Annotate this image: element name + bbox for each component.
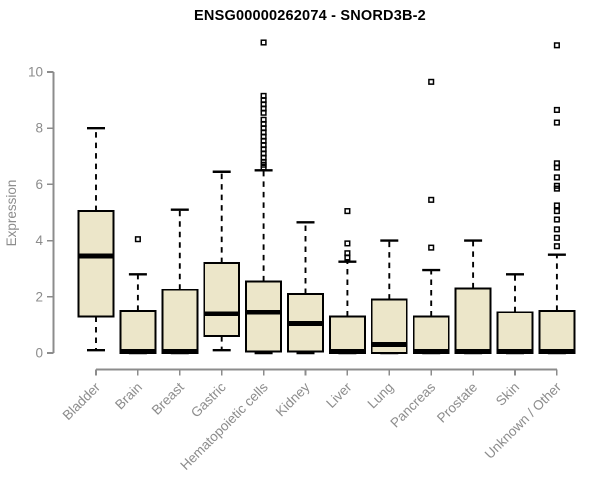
- iqr-box: [161, 288, 199, 354]
- outlier-point: [553, 42, 560, 49]
- outlier-point: [553, 234, 560, 241]
- median-bar: [120, 349, 156, 354]
- iqr-box: [412, 315, 450, 354]
- outlier-point: [553, 216, 560, 223]
- median-bar: [329, 349, 365, 354]
- x-category-label: Pancreas: [387, 379, 438, 430]
- box-group-pancreas: [412, 78, 450, 355]
- box-group-bladder: [77, 126, 115, 352]
- x-category-label: Lung: [365, 380, 397, 412]
- y-tick-label: 4: [35, 233, 43, 248]
- box-group-kidney: [287, 221, 324, 355]
- outlier-point: [134, 236, 141, 243]
- outlier-point: [553, 119, 560, 126]
- y-tick-label: 0: [35, 346, 43, 361]
- x-category-label: Kidney: [273, 379, 313, 419]
- median-bar: [204, 311, 240, 317]
- iqr-box: [538, 309, 576, 354]
- median-bar: [539, 349, 575, 354]
- outlier-point: [428, 78, 435, 85]
- x-category-label: Gastric: [188, 379, 229, 420]
- box-group-skin: [496, 273, 534, 355]
- outlier-point: [553, 226, 560, 233]
- iqr-box: [328, 315, 366, 354]
- box-group-gastric: [203, 170, 241, 352]
- x-category-label: Unknown / Other: [482, 379, 565, 462]
- outlier-point: [260, 109, 267, 116]
- x-category-label: Liver: [323, 379, 355, 411]
- outlier-point: [553, 243, 560, 250]
- iqr-box: [454, 287, 492, 354]
- box-group-unknown-other: [538, 42, 576, 355]
- median-bar: [162, 349, 198, 354]
- y-tick-label: 8: [35, 121, 43, 136]
- box-group-hematopoietic-cells: [245, 39, 283, 355]
- outlier-point: [553, 164, 560, 171]
- median-bar: [371, 342, 407, 347]
- median-bar: [455, 349, 491, 354]
- median-bar: [246, 309, 282, 315]
- iqr-box: [203, 262, 241, 338]
- iqr-box: [119, 309, 157, 354]
- y-tick-label: 2: [35, 289, 43, 304]
- median-bar: [497, 349, 533, 354]
- y-tick-label: 6: [35, 177, 43, 192]
- x-category-label: Skin: [493, 380, 522, 409]
- box-group-brain: [119, 236, 157, 355]
- box-group-breast: [161, 208, 199, 355]
- x-category-label: Breast: [149, 379, 187, 417]
- outlier-point: [344, 254, 351, 261]
- median-bar: [288, 321, 323, 326]
- outlier-point: [553, 174, 560, 181]
- iqr-box: [496, 311, 534, 354]
- y-tick-label: 10: [28, 65, 43, 80]
- iqr-box: [77, 210, 115, 318]
- outlier-point: [428, 196, 435, 203]
- outlier-point: [344, 208, 351, 215]
- outlier-point: [553, 202, 560, 209]
- box-group-liver: [328, 208, 366, 355]
- box-group-prostate: [454, 239, 492, 355]
- outlier-point: [553, 208, 560, 215]
- chart-title: ENSG00000262074 - SNORD3B-2: [194, 8, 426, 24]
- outlier-point: [260, 39, 267, 46]
- outlier-point: [344, 240, 351, 247]
- median-bar: [413, 349, 449, 354]
- box-group-lung: [370, 239, 408, 355]
- outlier-point: [260, 164, 267, 171]
- outlier-point: [553, 106, 560, 113]
- x-category-label: Prostate: [434, 380, 480, 426]
- x-category-label: Bladder: [60, 379, 104, 423]
- x-category-label: Brain: [112, 380, 145, 413]
- iqr-box: [245, 280, 283, 353]
- outlier-point: [553, 185, 560, 192]
- outlier-point: [428, 244, 435, 251]
- y-axis: 0 2 4 6 8 10: [28, 65, 55, 361]
- median-bar: [78, 253, 114, 259]
